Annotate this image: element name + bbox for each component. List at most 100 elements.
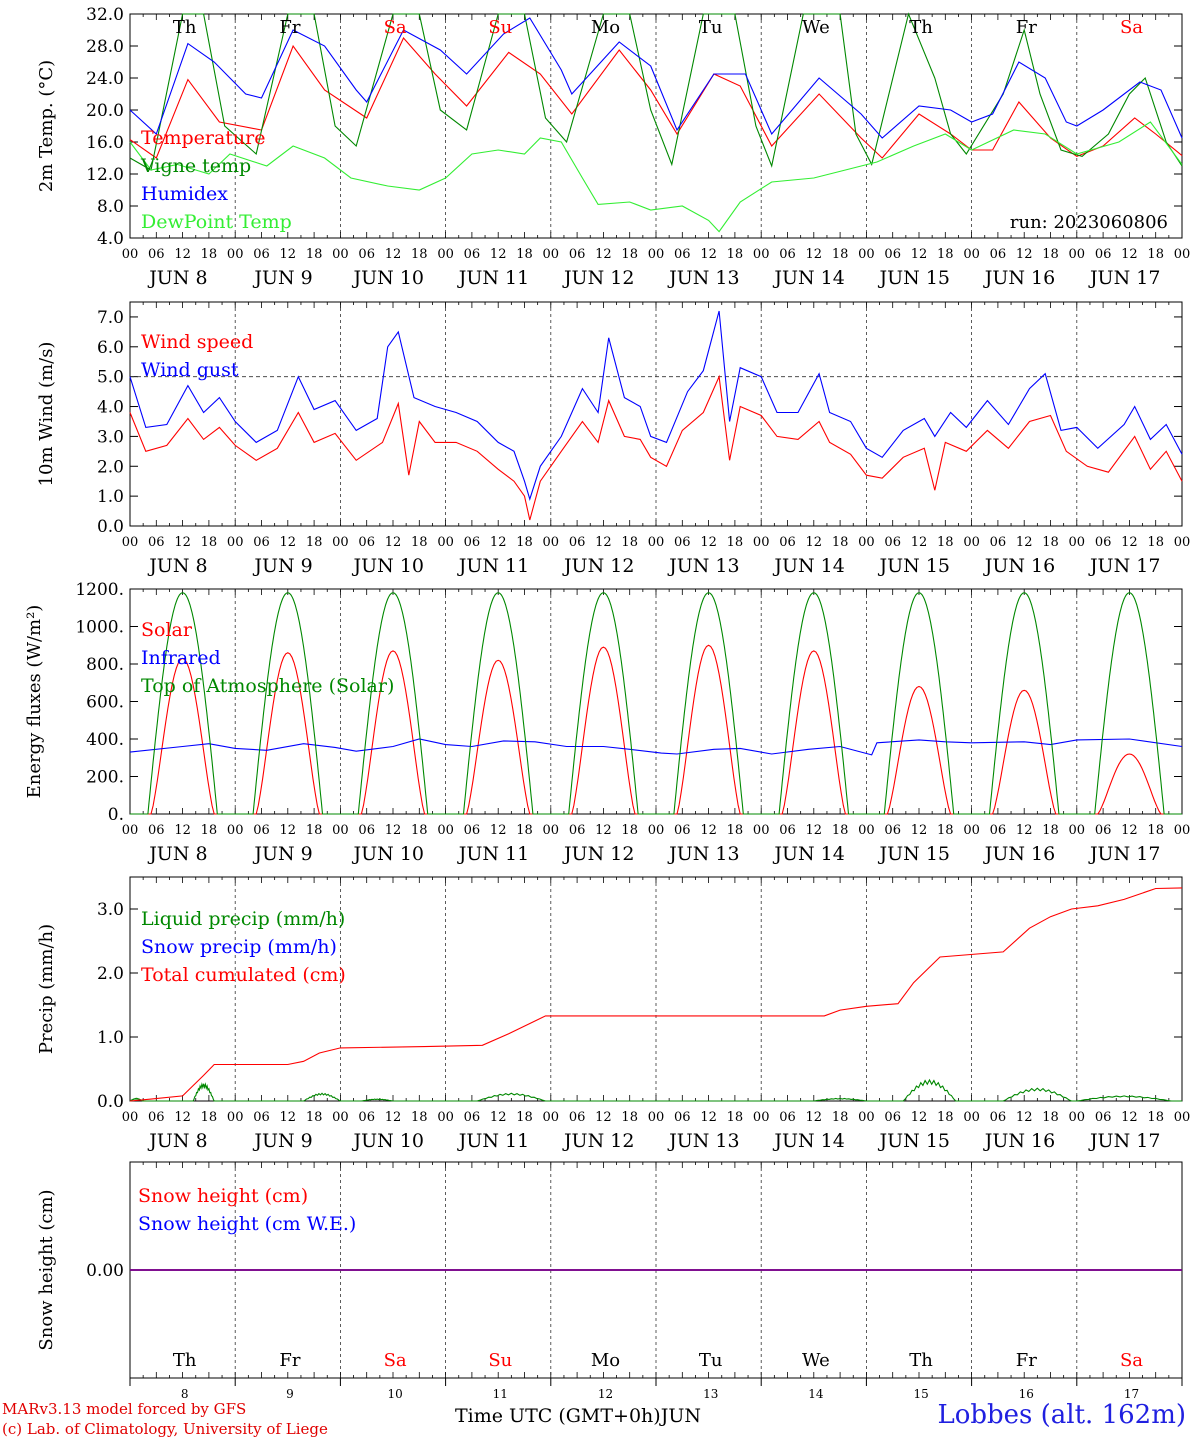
hour-label: 18 <box>1147 535 1164 550</box>
hour-label: 00 <box>753 1110 770 1125</box>
date-label: JUN 14 <box>772 1130 844 1152</box>
hour-label: 00 <box>858 535 875 550</box>
y-tick-label: 32.0 <box>86 5 124 25</box>
hour-label: 18 <box>411 1110 428 1125</box>
weekday-label: Mo <box>591 17 620 38</box>
hour-label: 18 <box>516 1110 533 1125</box>
hour-label: 06 <box>569 1110 586 1125</box>
hour-label: 12 <box>806 1110 823 1125</box>
hour-label: 12 <box>1121 247 1138 262</box>
date-label: JUN 14 <box>772 843 844 865</box>
hour-label: 12 <box>806 823 823 838</box>
hour-label: 00 <box>332 247 349 262</box>
hour-label: 06 <box>884 823 901 838</box>
date-label: JUN 14 <box>772 555 844 577</box>
y-tick-label: 5.0 <box>97 368 124 388</box>
weekday-label: Sa <box>384 17 407 38</box>
hour-label: 00 <box>543 535 560 550</box>
hour-label: 06 <box>569 247 586 262</box>
hour-label: 12 <box>280 1110 297 1125</box>
hour-label: 18 <box>1147 823 1164 838</box>
hour-label: 06 <box>464 1110 481 1125</box>
legend-entry: Temperature <box>141 127 265 149</box>
date-label: JUN 8 <box>147 843 207 865</box>
series-liquid-precip-mm-h- <box>129 1078 1182 1102</box>
day-number: 17 <box>1124 1387 1139 1401</box>
y-tick-label: 24.0 <box>86 69 124 89</box>
hour-label: 06 <box>253 247 270 262</box>
weekday-label: Mo <box>591 1350 620 1371</box>
time-axis-title: Time UTC (GMT+0h)JUN <box>455 1405 701 1427</box>
hour-label: 12 <box>490 1110 507 1125</box>
hour-label: 18 <box>727 247 744 262</box>
date-label: JUN 12 <box>562 555 634 577</box>
hour-label: 00 <box>1069 823 1086 838</box>
hour-label: 12 <box>1016 535 1033 550</box>
weekday-label: Tu <box>699 17 723 38</box>
date-label: JUN 15 <box>878 555 950 577</box>
hour-label: 18 <box>1042 1110 1059 1125</box>
date-label: JUN 10 <box>352 1130 424 1152</box>
y-tick-label: 800. <box>86 655 124 675</box>
series-total-cumulated-cm- <box>129 887 1183 1102</box>
hour-label: 12 <box>385 247 402 262</box>
legend-entry: Solar <box>141 619 193 641</box>
date-label: JUN 12 <box>562 1130 634 1152</box>
y-axis-title: Precip (mm/h) <box>36 924 57 1054</box>
date-label: JUN 10 <box>352 843 424 865</box>
hour-label: 12 <box>1016 247 1033 262</box>
date-label: JUN 13 <box>667 555 739 577</box>
hour-label: 00 <box>1174 823 1191 838</box>
legend-entry: Top of Atmosphere (Solar) <box>141 675 394 697</box>
weekday-label: Sa <box>1120 1350 1143 1371</box>
panel-1 <box>129 12 1183 239</box>
y-tick-label: 28.0 <box>86 37 124 57</box>
date-label: JUN 16 <box>983 555 1055 577</box>
y-tick-label: 3.0 <box>97 900 124 920</box>
y-tick-label: 1000. <box>75 618 124 638</box>
hour-label: 12 <box>174 535 191 550</box>
date-label: JUN 11 <box>457 555 529 577</box>
hour-label: 18 <box>727 1110 744 1125</box>
hour-label: 18 <box>516 535 533 550</box>
legend-entry: Snow precip (mm/h) <box>141 936 337 958</box>
hour-label: 18 <box>621 247 638 262</box>
hour-label: 18 <box>201 1110 218 1125</box>
hour-label: 18 <box>306 823 323 838</box>
hour-label: 12 <box>1121 535 1138 550</box>
hour-label: 12 <box>1016 1110 1033 1125</box>
date-label: JUN 17 <box>1088 1130 1160 1152</box>
hour-label: 06 <box>990 247 1007 262</box>
date-label: JUN 15 <box>878 267 950 289</box>
hour-label: 12 <box>174 1110 191 1125</box>
legend-entry: Wind gust <box>141 359 239 381</box>
y-tick-label: 400. <box>86 730 124 750</box>
hour-label: 06 <box>358 1110 375 1125</box>
date-label: JUN 15 <box>878 1130 950 1152</box>
panel-2 <box>129 301 1183 527</box>
hour-label: 12 <box>700 247 717 262</box>
day-number: 11 <box>493 1387 508 1401</box>
hour-label: 00 <box>332 535 349 550</box>
hour-label: 00 <box>332 1110 349 1125</box>
hour-label: 12 <box>911 1110 928 1125</box>
hour-label: 06 <box>990 535 1007 550</box>
panel-frame <box>129 301 1183 527</box>
date-label: JUN 17 <box>1088 555 1160 577</box>
hour-label: 12 <box>595 823 612 838</box>
hour-label: 06 <box>884 535 901 550</box>
hour-label: 00 <box>1069 247 1086 262</box>
date-label: JUN 12 <box>562 843 634 865</box>
hour-label: 00 <box>858 1110 875 1125</box>
y-tick-label: 600. <box>86 693 124 713</box>
hour-label: 18 <box>937 535 954 550</box>
run-annotation: run: 2023060806 <box>1010 212 1168 233</box>
hour-label: 00 <box>227 823 244 838</box>
hour-label: 12 <box>806 247 823 262</box>
panel-3 <box>129 588 1183 815</box>
hour-label: 06 <box>148 823 165 838</box>
hour-label: 06 <box>253 535 270 550</box>
series-temperature <box>129 37 1183 159</box>
day-number: 16 <box>1019 1387 1034 1401</box>
